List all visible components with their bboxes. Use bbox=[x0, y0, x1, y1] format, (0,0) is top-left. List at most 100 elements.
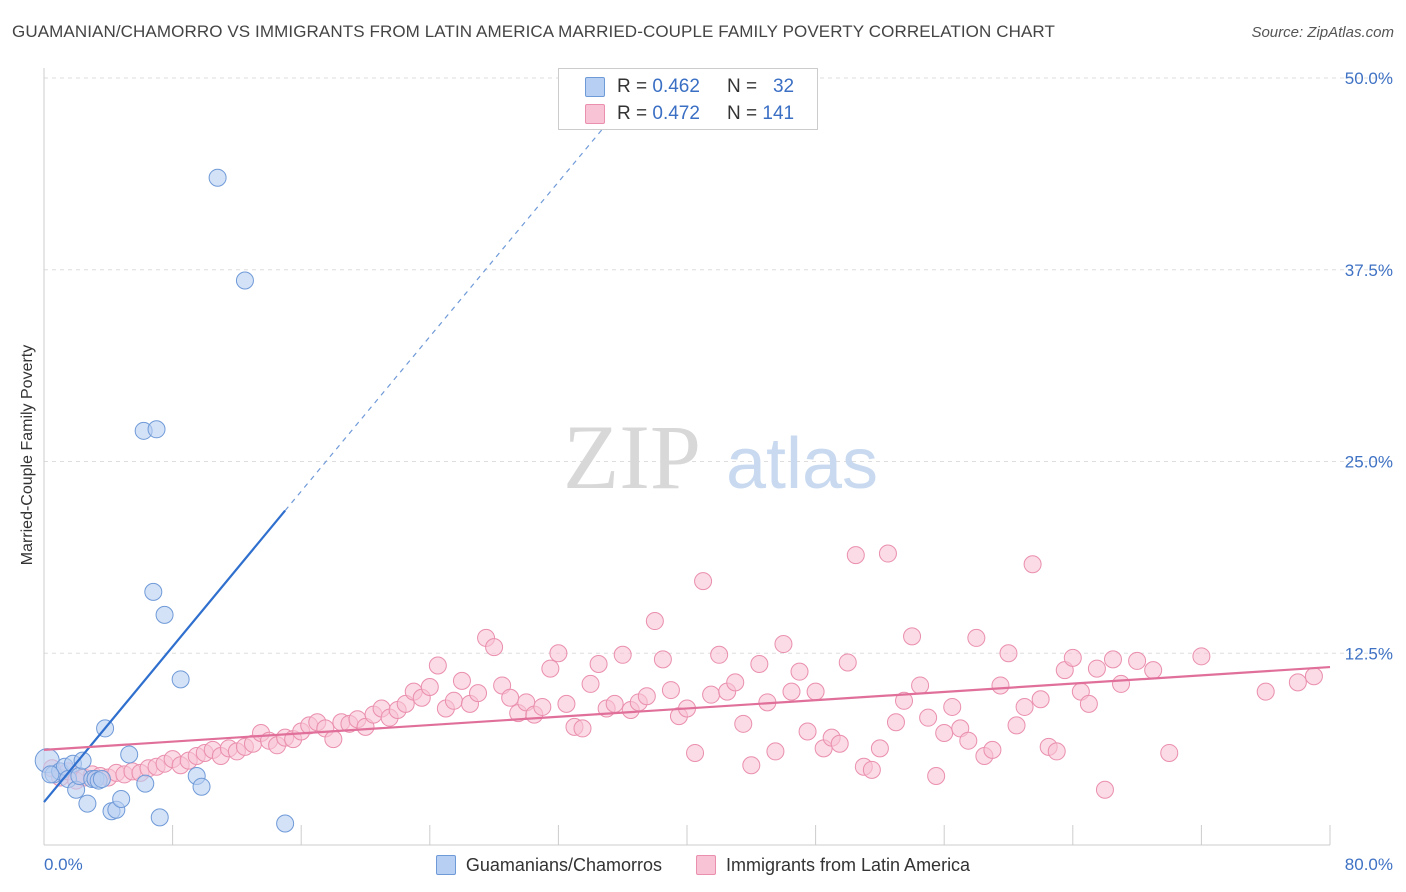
legend-item-latin[interactable]: Immigrants from Latin America bbox=[696, 855, 970, 876]
data-point-latin-america bbox=[1015, 697, 1034, 716]
data-point-latin-america bbox=[452, 671, 471, 690]
data-point-latin-america bbox=[1112, 674, 1131, 693]
legend-label-guamanian: Guamanians/Chamorros bbox=[465, 854, 662, 875]
source-label: Source: ZipAtlas.com bbox=[1251, 24, 1394, 41]
data-point-latin-america bbox=[1160, 743, 1179, 762]
data-point-latin-america bbox=[766, 742, 785, 761]
y-axis-label: Married-Couple Family Poverty bbox=[19, 344, 36, 566]
legend-r-latin: R = 0.472 bbox=[617, 103, 700, 124]
data-point-latin-america bbox=[927, 766, 946, 785]
data-point-latin-america bbox=[734, 714, 753, 733]
data-point-latin-america bbox=[661, 681, 680, 700]
data-point-latin-america bbox=[1256, 682, 1275, 701]
watermark: ZIP atlas bbox=[563, 406, 878, 508]
legend-item-guamanian[interactable]: Guamanians/Chamorros bbox=[435, 854, 662, 876]
data-point-latin-america bbox=[557, 694, 576, 713]
data-point-guamanian bbox=[92, 770, 111, 789]
y-tick-label: 12.5% bbox=[1345, 644, 1393, 663]
data-point-latin-america bbox=[838, 653, 857, 672]
legend-n-guamanian: N = 32 bbox=[727, 76, 795, 97]
data-point-guamanian bbox=[144, 582, 163, 601]
series-guamanian-points bbox=[34, 168, 295, 833]
data-point-latin-america bbox=[549, 644, 568, 663]
x-tick-label-max: 80.0% bbox=[1345, 855, 1393, 874]
data-point-guamanian bbox=[41, 765, 60, 784]
data-point-latin-america bbox=[983, 740, 1002, 759]
data-point-latin-america bbox=[726, 673, 745, 692]
data-point-latin-america bbox=[444, 691, 463, 710]
data-point-latin-america bbox=[943, 697, 962, 716]
data-point-latin-america bbox=[1103, 650, 1122, 669]
data-point-latin-america bbox=[774, 635, 793, 654]
data-point-latin-america bbox=[886, 713, 905, 732]
trend-line-latin-america bbox=[43, 665, 1331, 751]
data-point-latin-america bbox=[686, 743, 705, 762]
legend-r-guamanian: R = 0.462 bbox=[617, 76, 700, 97]
data-point-latin-america bbox=[1079, 694, 1098, 713]
watermark-zip: ZIP bbox=[563, 406, 701, 508]
data-point-latin-america bbox=[1288, 673, 1307, 692]
data-point-latin-america bbox=[428, 656, 447, 675]
correlation-legend: R = 0.462 N = 32 R = 0.472 N = 141 bbox=[558, 68, 818, 130]
data-point-latin-america bbox=[1047, 742, 1066, 761]
data-point-latin-america bbox=[1128, 651, 1147, 670]
data-point-latin-america bbox=[324, 730, 343, 749]
data-point-latin-america bbox=[999, 644, 1018, 663]
y-tick-label: 37.5% bbox=[1345, 261, 1393, 280]
data-point-latin-america bbox=[750, 654, 769, 673]
series-latin-america-points bbox=[43, 544, 1323, 799]
data-point-latin-america bbox=[501, 688, 520, 707]
data-point-latin-america bbox=[806, 682, 825, 701]
data-point-latin-america bbox=[645, 612, 664, 631]
x-tick-label-min: 0.0% bbox=[44, 855, 83, 874]
data-point-latin-america bbox=[653, 650, 672, 669]
data-point-latin-america bbox=[485, 638, 504, 657]
data-point-latin-america bbox=[935, 724, 954, 743]
data-point-latin-america bbox=[605, 694, 624, 713]
legend-label-latin: Immigrants from Latin America bbox=[726, 854, 971, 875]
data-point-guamanian bbox=[78, 794, 97, 813]
axis-layer: 12.5% 25.0% 37.5% 50.0% 0.0% 80.0% bbox=[43, 68, 1393, 874]
data-point-guamanian bbox=[73, 751, 92, 770]
data-point-latin-america bbox=[870, 739, 889, 758]
data-point-guamanian bbox=[136, 774, 155, 793]
data-point-latin-america bbox=[573, 719, 592, 738]
data-point-latin-america bbox=[581, 674, 600, 693]
data-point-guamanian bbox=[112, 789, 131, 808]
data-point-latin-america bbox=[1023, 555, 1042, 574]
data-point-latin-america bbox=[1087, 659, 1106, 678]
legend-n-latin: N = 141 bbox=[727, 103, 795, 124]
data-point-latin-america bbox=[846, 546, 865, 565]
data-point-latin-america bbox=[959, 731, 978, 750]
data-point-guamanian bbox=[276, 814, 295, 833]
data-point-latin-america bbox=[613, 645, 632, 664]
watermark-atlas: atlas bbox=[726, 424, 878, 504]
data-point-latin-america bbox=[694, 572, 713, 591]
data-point-latin-america bbox=[1063, 648, 1082, 667]
data-point-latin-america bbox=[911, 676, 930, 695]
data-point-latin-america bbox=[830, 734, 849, 753]
y-tick-label: 50.0% bbox=[1345, 69, 1393, 88]
data-point-latin-america bbox=[1304, 667, 1323, 686]
series-legend: Guamanians/Chamorros Immigrants from Lat… bbox=[0, 852, 1406, 878]
data-point-latin-america bbox=[1007, 716, 1026, 735]
grid-layer bbox=[44, 77, 1392, 654]
trend-line-guamanian-extension bbox=[284, 123, 608, 511]
data-point-latin-america bbox=[469, 684, 488, 703]
data-point-guamanian bbox=[235, 271, 254, 290]
data-point-latin-america bbox=[420, 677, 439, 696]
data-point-latin-america bbox=[782, 682, 801, 701]
data-point-guamanian bbox=[147, 420, 166, 439]
legend-swatch-pink bbox=[585, 104, 605, 124]
legend-swatch-latin bbox=[696, 855, 716, 875]
legend-swatch-blue bbox=[585, 77, 605, 97]
data-point-latin-america bbox=[710, 645, 729, 664]
data-point-latin-america bbox=[637, 687, 656, 706]
data-point-guamanian bbox=[171, 670, 190, 689]
data-point-latin-america bbox=[895, 691, 914, 710]
y-tick-label: 25.0% bbox=[1345, 453, 1393, 472]
trend-lines bbox=[43, 123, 1331, 803]
trend-line-guamanian bbox=[43, 509, 286, 803]
data-point-guamanian bbox=[155, 605, 174, 624]
